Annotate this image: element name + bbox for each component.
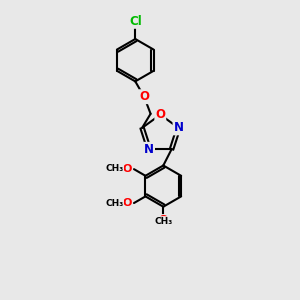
Text: O: O: [123, 198, 132, 208]
Text: CH₃: CH₃: [105, 164, 123, 173]
Text: O: O: [159, 215, 168, 225]
Text: N: N: [144, 143, 154, 156]
Text: O: O: [123, 164, 132, 174]
Text: Cl: Cl: [129, 15, 142, 28]
Text: N: N: [173, 122, 184, 134]
Text: CH₃: CH₃: [105, 199, 123, 208]
Text: CH₃: CH₃: [154, 217, 172, 226]
Text: O: O: [155, 108, 165, 121]
Text: O: O: [139, 90, 149, 103]
